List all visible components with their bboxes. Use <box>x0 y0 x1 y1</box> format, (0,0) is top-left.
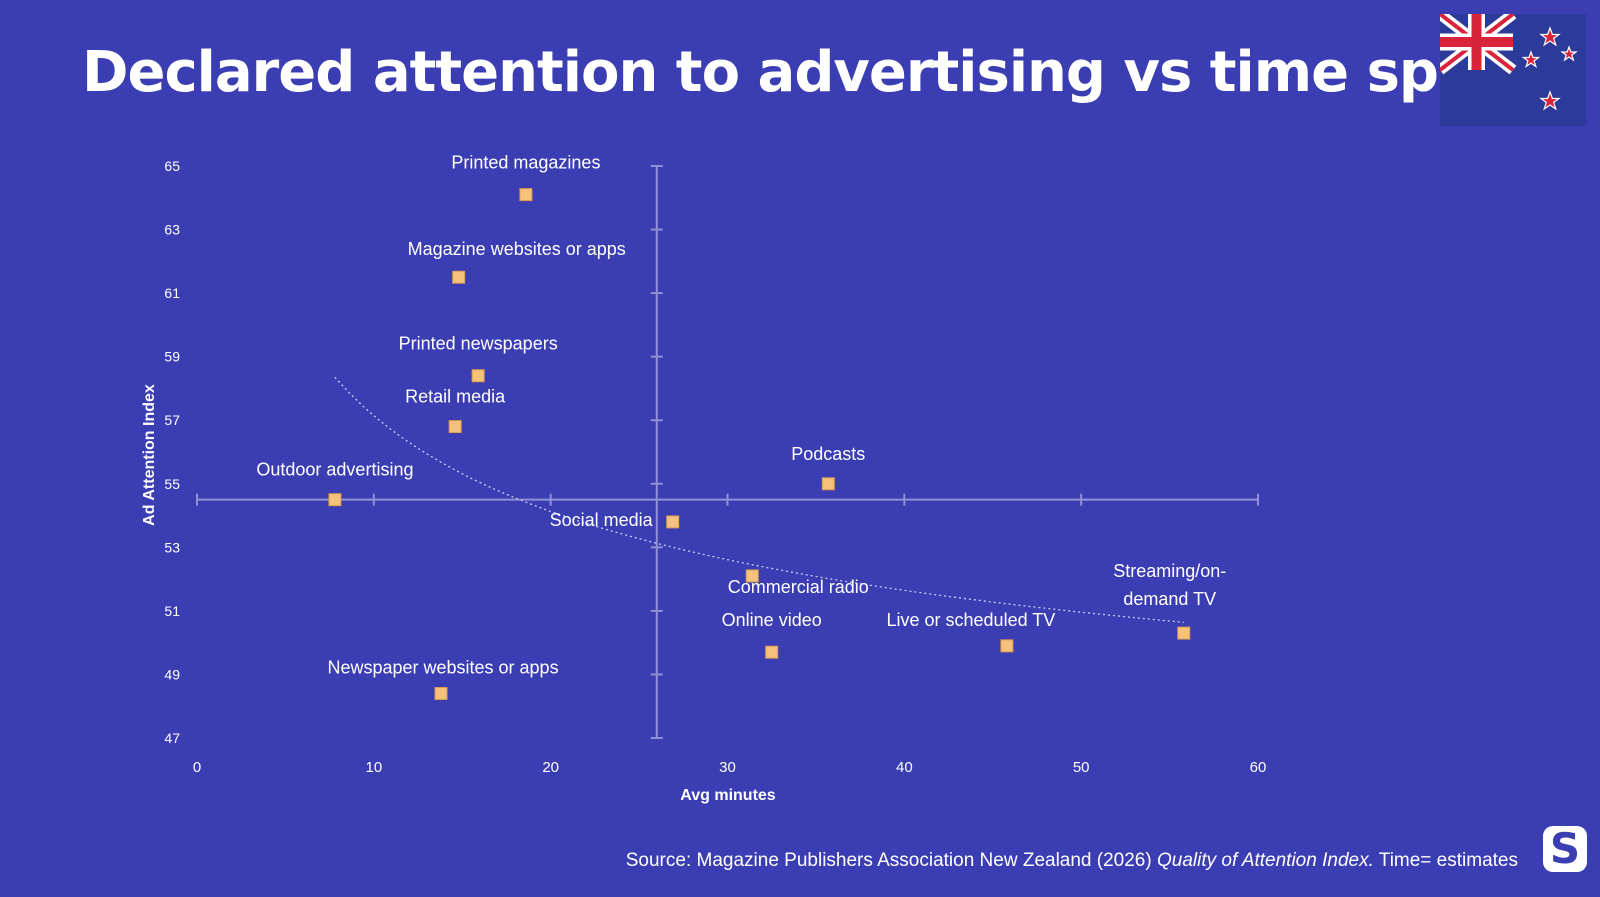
data-point <box>328 493 342 507</box>
data-point <box>471 369 485 383</box>
x-axis-label: Avg minutes <box>680 787 776 804</box>
data-point <box>448 420 462 434</box>
y-tick-label: 61 <box>164 285 180 301</box>
brand-logo: S <box>1543 826 1587 872</box>
data-point <box>745 569 759 583</box>
data-label: Newspaper websites or apps <box>327 658 558 678</box>
data-label: Magazine websites or apps <box>408 239 626 259</box>
data-point <box>821 477 835 491</box>
y-tick-label: 53 <box>164 539 180 555</box>
data-label: demand TV <box>1123 589 1216 609</box>
y-tick-label: 59 <box>164 349 180 365</box>
new-zealand-flag-icon <box>1440 14 1586 126</box>
y-tick-label: 47 <box>164 730 180 746</box>
x-tick-label: 50 <box>1073 759 1090 776</box>
data-label: Printed newspapers <box>399 334 558 354</box>
x-tick-label: 40 <box>896 759 913 776</box>
source-suffix: Time= estimates <box>1373 850 1518 871</box>
x-tick-label: 20 <box>542 759 559 776</box>
y-tick-label: 49 <box>164 666 180 682</box>
data-label: Streaming/on- <box>1113 561 1226 581</box>
data-label: Retail media <box>405 387 506 407</box>
y-axis-label: Ad Attention Index <box>141 384 158 526</box>
y-tick-label: 51 <box>164 603 180 619</box>
data-point <box>666 515 680 529</box>
source-note: Source: Magazine Publishers Association … <box>626 850 1518 872</box>
data-point <box>765 645 779 659</box>
trend-line <box>334 376 1184 623</box>
data-point <box>519 188 533 202</box>
data-label: Commercial radio <box>728 577 869 597</box>
y-tick-label: 57 <box>164 412 180 428</box>
data-point <box>1177 626 1191 640</box>
source-prefix: Source: Magazine Publishers Association … <box>625 850 1157 871</box>
data-label: Printed magazines <box>451 153 600 173</box>
source-title: Quality of Attention Index. <box>1156 850 1374 871</box>
page-title: Declared attention to advertising vs tim… <box>82 40 1541 105</box>
data-label: Podcasts <box>791 444 865 464</box>
data-label: Online video <box>722 610 822 630</box>
x-tick-label: 10 <box>365 759 382 776</box>
data-point <box>452 270 466 284</box>
data-label: Outdoor advertising <box>256 460 413 480</box>
data-point <box>1000 639 1014 653</box>
data-label: Social media <box>550 510 654 530</box>
y-tick-label: 55 <box>164 476 180 492</box>
x-tick-label: 60 <box>1250 759 1267 776</box>
y-tick-label: 65 <box>164 158 180 174</box>
x-tick-label: 30 <box>719 759 736 776</box>
y-tick-label: 63 <box>164 222 180 238</box>
data-label: Live or scheduled TV <box>887 610 1056 630</box>
x-tick-label: 0 <box>193 759 201 776</box>
data-point <box>434 687 448 701</box>
